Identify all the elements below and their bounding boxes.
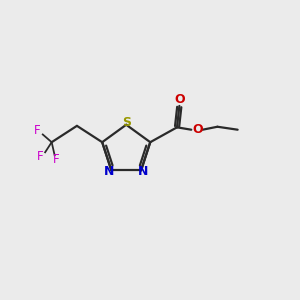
Text: O: O <box>192 123 202 136</box>
Text: N: N <box>104 165 114 178</box>
Text: N: N <box>138 165 148 178</box>
Text: F: F <box>53 153 59 166</box>
Text: F: F <box>34 124 41 137</box>
Text: S: S <box>122 116 131 129</box>
Text: O: O <box>174 93 185 106</box>
Text: F: F <box>37 150 44 163</box>
